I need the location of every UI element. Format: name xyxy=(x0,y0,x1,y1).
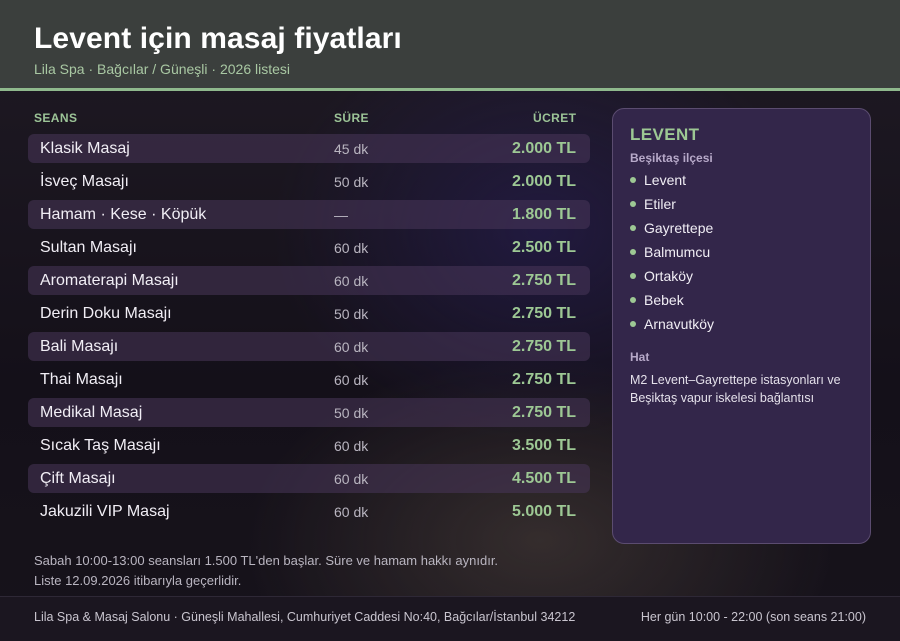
row-price: 3.500 TL xyxy=(511,437,576,454)
column-header-session: SEANS xyxy=(34,111,78,125)
row-session-name: Medikal Masaj xyxy=(40,404,143,421)
area-list-item: Balmumcu xyxy=(630,244,710,260)
area-name: Levent xyxy=(644,172,687,188)
row-price: 2.500 TL xyxy=(511,239,576,256)
row-price: 2.750 TL xyxy=(511,371,576,388)
area-name: Ortaköy xyxy=(644,268,694,284)
area-name: Bebek xyxy=(644,292,684,308)
row-duration: 60 dk xyxy=(334,471,369,487)
table-row: Klasik Masaj 45 dk 2.000 TL xyxy=(28,134,590,163)
area-name: Gayrettepe xyxy=(644,220,714,236)
transit-text: M2 Levent–Gayrettepe istasyonları ve Beş… xyxy=(630,373,841,405)
area-name: Etiler xyxy=(644,196,676,212)
row-session-name: Derin Doku Masajı xyxy=(40,305,172,322)
row-duration: 60 dk xyxy=(334,240,369,256)
table-row: Medikal Masaj 50 dk 2.750 TL xyxy=(28,398,590,427)
row-price: 2.750 TL xyxy=(511,305,576,322)
table-row: Thai Masajı 60 dk 2.750 TL xyxy=(28,365,590,394)
row-duration: 60 dk xyxy=(334,339,369,355)
footer-address: Lila Spa & Masaj Salonu · Güneşli Mahall… xyxy=(34,610,576,624)
table-row: Aromaterapi Masajı 60 dk 2.750 TL xyxy=(28,266,590,295)
bullet-icon xyxy=(630,321,636,327)
bullet-icon xyxy=(630,201,636,207)
panel-title: LEVENT xyxy=(630,125,700,144)
row-session-name: Sultan Masajı xyxy=(40,239,137,256)
row-session-name: Thai Masajı xyxy=(40,371,123,388)
row-price: 4.500 TL xyxy=(511,470,576,487)
bullet-icon xyxy=(630,177,636,183)
row-duration: 60 dk xyxy=(334,438,369,454)
row-session-name: İsveç Masajı xyxy=(40,173,129,190)
row-duration: 60 dk xyxy=(334,372,369,388)
row-price: 5.000 TL xyxy=(511,503,576,520)
row-session-name: Aromaterapi Masajı xyxy=(40,272,179,289)
row-duration: 45 dk xyxy=(334,141,369,157)
row-session-name: Hamam · Kese · Köpük xyxy=(40,206,207,223)
bullet-icon xyxy=(630,273,636,279)
row-price: 1.800 TL xyxy=(511,206,576,223)
table-row: Sultan Masajı 60 dk 2.500 TL xyxy=(28,233,590,262)
row-session-name: Bali Masajı xyxy=(40,338,119,355)
footer-hours: Her gün 10:00 - 22:00 (son seans 21:00) xyxy=(640,610,866,624)
row-session-name: Jakuzili VIP Masaj xyxy=(40,503,170,520)
table-row: Derin Doku Masajı 50 dk 2.750 TL xyxy=(28,299,590,328)
row-price: 2.750 TL xyxy=(511,338,576,355)
area-list-item: Ortaköy xyxy=(630,268,693,284)
table-row: Çift Masajı 60 dk 4.500 TL xyxy=(28,464,590,493)
page-header: Levent için masaj fiyatları Lila Spa · B… xyxy=(0,0,900,91)
area-list-item: Bebek xyxy=(630,292,684,308)
validity-note: Liste 12.09.2026 itibarıyla geçerlidir. xyxy=(34,573,242,588)
row-session-name: Sıcak Taş Masajı xyxy=(40,437,161,454)
table-row: Sıcak Taş Masajı 60 dk 3.500 TL xyxy=(28,431,590,460)
pricing-note: Sabah 10:00-13:00 seansları 1.500 TL'den… xyxy=(34,553,499,568)
column-header-price: ÜCRET xyxy=(533,111,577,125)
panel-district: Beşiktaş ilçesi xyxy=(630,151,713,165)
row-duration: 60 dk xyxy=(334,273,369,289)
area-list-item: Arnavutköy xyxy=(630,316,714,332)
table-row: Jakuzili VIP Masaj 60 dk 5.000 TL xyxy=(28,497,590,526)
area-list-item: Etiler xyxy=(630,196,676,212)
area-name: Balmumcu xyxy=(644,244,711,260)
table-row: Hamam · Kese · Köpük — 1.800 TL xyxy=(28,200,590,229)
row-duration: 60 dk xyxy=(334,504,369,520)
row-price: 2.750 TL xyxy=(511,272,576,289)
row-session-name: Klasik Masaj xyxy=(40,140,130,157)
row-duration: — xyxy=(334,207,348,223)
transit-label: Hat xyxy=(630,350,650,364)
page-title: Levent için masaj fiyatları xyxy=(34,22,402,55)
row-price: 2.750 TL xyxy=(511,404,576,421)
row-duration: 50 dk xyxy=(334,306,369,322)
column-header-duration: SÜRE xyxy=(334,111,369,125)
row-price: 2.000 TL xyxy=(511,140,576,157)
area-name: Arnavutköy xyxy=(644,316,715,332)
row-duration: 50 dk xyxy=(334,405,369,421)
page-subtitle: Lila Spa · Bağcılar / Güneşli · 2026 lis… xyxy=(34,61,291,77)
area-list-item: Levent xyxy=(630,172,686,188)
table-row: Bali Masajı 60 dk 2.750 TL xyxy=(28,332,590,361)
row-duration: 50 dk xyxy=(334,174,369,190)
row-price: 2.000 TL xyxy=(511,173,576,190)
row-session-name: Çift Masajı xyxy=(40,470,116,487)
bullet-icon xyxy=(630,249,636,255)
district-info-panel: LEVENT Beşiktaş ilçesi Levent Etiler Gay… xyxy=(612,108,871,544)
bullet-icon xyxy=(630,297,636,303)
table-row: İsveç Masajı 50 dk 2.000 TL xyxy=(28,167,590,196)
area-list-item: Gayrettepe xyxy=(630,220,713,236)
page-footer: Lila Spa & Masaj Salonu · Güneşli Mahall… xyxy=(0,596,900,641)
bullet-icon xyxy=(630,225,636,231)
